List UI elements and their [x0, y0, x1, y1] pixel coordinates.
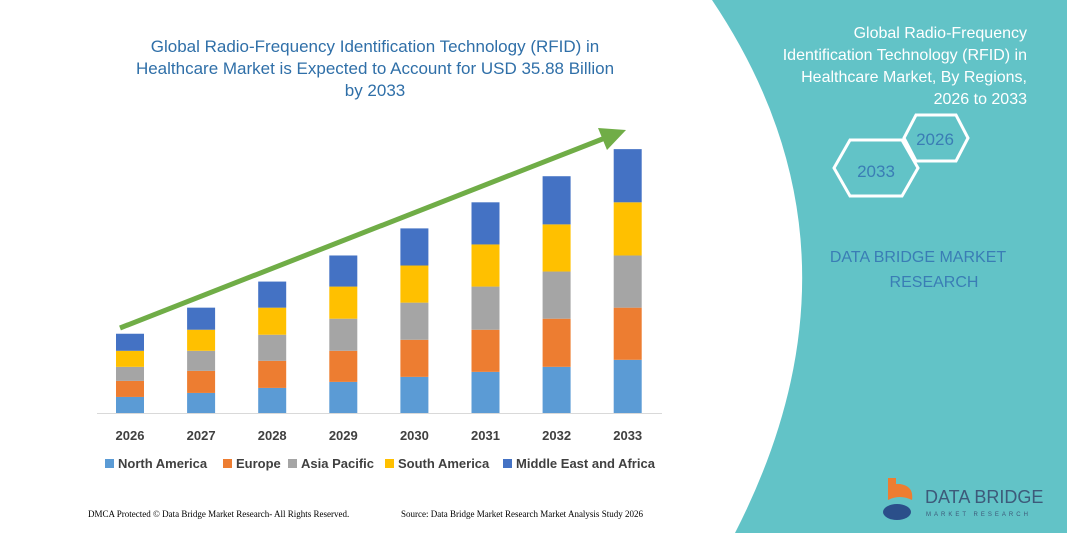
bar-segment-2027-europe [187, 370, 216, 393]
x-tick-label: 2028 [258, 428, 287, 443]
brand-line-2: RESEARCH [890, 274, 979, 291]
x-tick-label: 2031 [471, 428, 500, 443]
legend-label: North America [118, 456, 208, 471]
bar-segment-2029-south-america [329, 286, 358, 319]
legend-swatch [288, 459, 297, 468]
x-tick-label: 2029 [329, 428, 358, 443]
legend-label: Europe [236, 456, 281, 471]
bar-segment-2031-europe [471, 329, 500, 372]
bar-segment-2031-asia-pacific [471, 286, 500, 330]
bar-segment-2030-north-america [400, 376, 429, 413]
legend-swatch [503, 459, 512, 468]
hexagon-2033 [832, 138, 920, 198]
bar-segment-2032-south-america [542, 224, 571, 272]
bar-segment-2033-north-america [613, 359, 642, 413]
bar-segment-2033-middle-east-and-africa [613, 149, 642, 203]
brand-line-1: DATA BRIDGE MARKET [830, 249, 1007, 266]
bar-segment-2033-south-america [613, 202, 642, 256]
bar-segment-2030-south-america [400, 265, 429, 303]
bar-segment-2030-middle-east-and-africa [400, 228, 429, 266]
x-tick-label: 2032 [542, 428, 571, 443]
bar-segment-2033-asia-pacific [613, 255, 642, 308]
legend-swatch [385, 459, 394, 468]
bar-segment-2030-europe [400, 339, 429, 377]
bar-segment-2031-south-america [471, 244, 500, 287]
legend-label: Middle East and Africa [516, 456, 656, 471]
chart-title-line: Global Radio-Frequency Identification Te… [151, 37, 600, 56]
bar-segment-2028-europe [258, 360, 287, 388]
x-tick-label: 2027 [187, 428, 216, 443]
svg-text:MARKET RESEARCH: MARKET RESEARCH [926, 512, 1031, 518]
chart-title-line: by 2033 [345, 81, 406, 100]
panel-title-line: 2026 to 2033 [934, 91, 1028, 108]
bar-segment-2029-middle-east-and-africa [329, 255, 358, 287]
bar-segment-2028-north-america [258, 387, 287, 413]
hexagon-2026 [902, 113, 970, 163]
bar-segment-2026-europe [116, 380, 144, 397]
bar-segment-2027-south-america [187, 329, 216, 351]
hex-start-label: 2026 [916, 130, 954, 149]
bar-segment-2027-asia-pacific [187, 350, 216, 371]
bar-segment-2033-europe [613, 307, 642, 360]
bar-segment-2028-middle-east-and-africa [258, 281, 287, 308]
bar-segment-2032-asia-pacific [542, 271, 571, 319]
bar-segment-2029-europe [329, 350, 358, 382]
panel-title-line: Global Radio-Frequency [854, 25, 1027, 42]
legend-label: South America [398, 456, 490, 471]
bar-segment-2026-north-america [116, 396, 144, 413]
bar-segment-2032-middle-east-and-africa [542, 176, 571, 225]
bar-segment-2031-middle-east-and-africa [471, 202, 500, 245]
bar-segment-2029-asia-pacific [329, 318, 358, 351]
bar-segment-2026-asia-pacific [116, 366, 144, 381]
legend-label: Asia Pacific [301, 456, 374, 471]
bar-segment-2029-north-america [329, 381, 358, 413]
footer-left: DMCA Protected © Data Bridge Market Rese… [88, 509, 349, 519]
bar-segment-2028-south-america [258, 307, 287, 335]
bar-segment-2030-asia-pacific [400, 302, 429, 340]
footer-right: Source: Data Bridge Market Research Mark… [401, 509, 643, 519]
legend-swatch [105, 459, 114, 468]
logo: DATA BRIDGE MARKET RESEARCH [883, 478, 1043, 520]
chart-title: Global Radio-Frequency Identification Te… [136, 37, 614, 100]
right-panel-bg [712, 0, 1067, 533]
bar-segment-2028-asia-pacific [258, 334, 287, 361]
hex-end-label: 2033 [857, 162, 895, 181]
bar-segment-2027-north-america [187, 392, 216, 413]
svg-text:DATA BRIDGE: DATA BRIDGE [925, 487, 1043, 507]
bar-segment-2026-south-america [116, 350, 144, 367]
trend-arrow-head [598, 128, 626, 150]
trend-arrow [119, 135, 606, 331]
bar-segment-2032-north-america [542, 366, 571, 413]
panel-title-line: Healthcare Market, By Regions, [801, 69, 1027, 86]
bar-segment-2031-north-america [471, 371, 500, 413]
legend: North America Europe Asia Pacific South Ame… [105, 456, 656, 471]
x-tick-label: 2033 [613, 428, 642, 443]
bar-segment-2027-middle-east-and-africa [187, 307, 216, 330]
bar-segment-2026-middle-east-and-africa [116, 333, 144, 351]
x-tick-label: 2026 [116, 428, 145, 443]
bar-segment-2032-europe [542, 318, 571, 367]
legend-swatch [223, 459, 232, 468]
chart-title-line: Healthcare Market is Expected to Account… [136, 59, 614, 78]
panel-title: Global Radio-Frequency Identification Tec… [783, 25, 1027, 108]
panel-title-line: Identification Technology (RFID) in [783, 47, 1027, 64]
x-tick-label: 2030 [400, 428, 429, 443]
